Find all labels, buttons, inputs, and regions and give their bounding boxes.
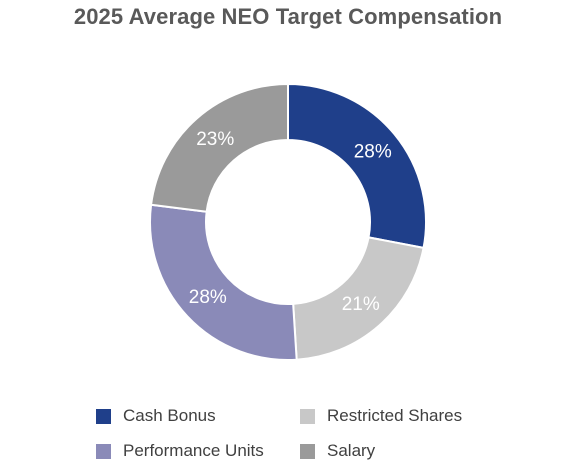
data-label-cash-bonus: 28%: [354, 141, 392, 162]
slice-performance-units: [149, 203, 298, 361]
slice-cash-bonus: [287, 82, 427, 250]
data-label-salary: 23%: [196, 129, 234, 150]
data-label-performance-units: 28%: [189, 287, 227, 308]
data-label-restricted-shares: 21%: [342, 294, 380, 315]
slice-salary: [149, 82, 289, 213]
chart-title: 2025 Average NEO Target Compensation: [73, 4, 503, 29]
